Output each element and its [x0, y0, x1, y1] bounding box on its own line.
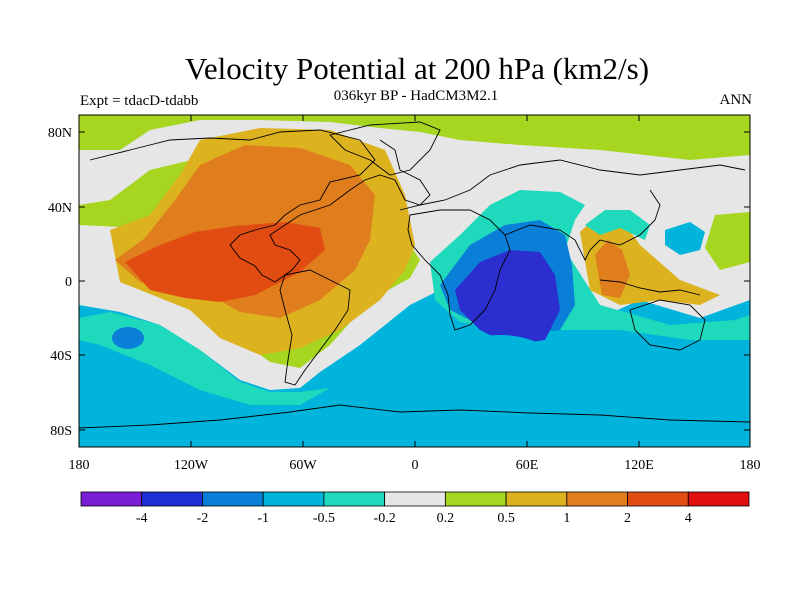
- contour-field: [79, 115, 750, 447]
- colorbar-label: -0.5: [313, 511, 335, 526]
- moderate-positive-maritime: [595, 240, 630, 298]
- latitude-axis: 80N 40N 0 40S 80S: [48, 126, 750, 439]
- colorbar-label: 0.5: [497, 511, 515, 526]
- negative-pacific-blob: [112, 327, 144, 349]
- lon-tick-label: 0: [412, 458, 419, 473]
- coastlines: [79, 121, 750, 429]
- lat-tick-label: 40N: [48, 201, 72, 216]
- map-subtitle: 036kyr BP - HadCM3M2.1: [333, 88, 499, 104]
- colorbar-label: 2: [624, 511, 631, 526]
- map-title: Velocity Potential at 200 hPa (km2/s): [184, 51, 650, 86]
- colorbar-label: -1: [257, 511, 269, 526]
- lon-tick-label: 60E: [516, 458, 539, 473]
- season-label: ANN: [719, 92, 753, 108]
- weak-positive-east: [705, 212, 750, 270]
- colorbar-label: -0.2: [374, 511, 396, 526]
- colorbar-swatch: [141, 491, 203, 507]
- colorbar-swatch: [687, 491, 750, 507]
- colorbar-swatch: [262, 491, 325, 507]
- negative-southern-blob: [440, 335, 560, 405]
- colorbar-label: 1: [563, 511, 570, 526]
- lon-tick-label: 60W: [289, 458, 317, 473]
- colorbar-label: -4: [136, 511, 148, 526]
- colorbar-label: -2: [197, 511, 209, 526]
- colorbar-swatch: [505, 491, 568, 507]
- lat-tick-label: 40S: [50, 349, 72, 364]
- lon-tick-label: 180: [740, 458, 761, 473]
- weak-negative-east: [665, 222, 705, 255]
- near-zero-negative-pacific: [585, 210, 650, 240]
- colorbar-swatch: [80, 491, 143, 507]
- colorbar-swatch: [202, 491, 264, 507]
- lat-tick-label: 0: [65, 275, 72, 290]
- weak-positive-north: [79, 115, 750, 160]
- experiment-label: Expt = tdacD-tdabb: [80, 93, 199, 109]
- lat-tick-label: 80N: [48, 126, 72, 141]
- lon-tick-label: 180: [69, 458, 90, 473]
- lon-tick-label: 120W: [174, 458, 209, 473]
- strong-negative-region: [455, 250, 560, 345]
- colorbar-swatch: [444, 491, 507, 507]
- colorbar-swatch: [627, 491, 689, 507]
- colorbar-label: 4: [685, 511, 692, 526]
- colorbar-swatch: [566, 491, 628, 507]
- lat-tick-label: 80S: [50, 424, 72, 439]
- colorbar: -4 -2 -1 -0.5 -0.2 0.2 0.5 1 2 4: [80, 491, 750, 526]
- colorbar-swatch: [323, 491, 386, 507]
- colorbar-label: 0.2: [437, 511, 455, 526]
- colorbar-swatch: [384, 491, 446, 507]
- longitude-axis: 180 120W 60W 0 60E 120E 180: [69, 115, 761, 473]
- lon-tick-label: 120E: [624, 458, 654, 473]
